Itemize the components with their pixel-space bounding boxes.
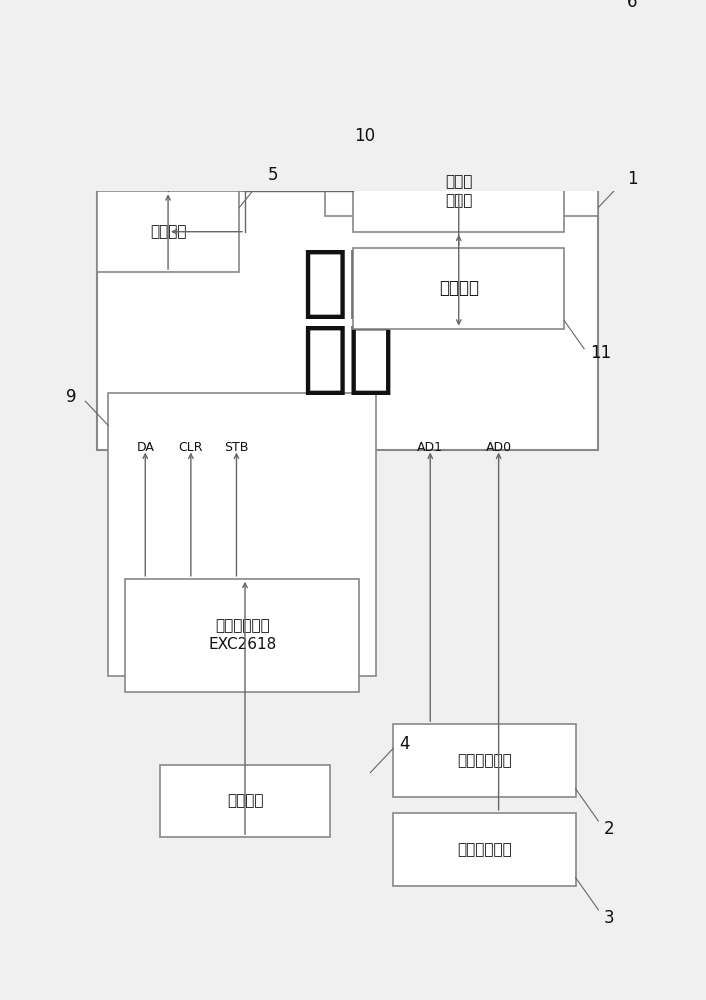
Bar — [393, 813, 575, 886]
Text: AD0: AD0 — [486, 441, 512, 454]
Bar — [126, 579, 359, 692]
Text: 2: 2 — [604, 820, 615, 838]
Text: AD1: AD1 — [417, 441, 443, 454]
Text: CLR: CLR — [179, 441, 203, 454]
Bar — [160, 765, 330, 837]
Bar — [108, 393, 376, 676]
Text: DA: DA — [136, 441, 154, 454]
Text: STB: STB — [225, 441, 249, 454]
Text: 9: 9 — [66, 388, 77, 406]
Text: 显示模块: 显示模块 — [227, 793, 263, 808]
Text: 4: 4 — [399, 735, 409, 753]
Bar — [97, 191, 239, 272]
Text: 3: 3 — [604, 909, 615, 927]
Bar — [353, 248, 564, 329]
Text: 电流检测单元: 电流检测单元 — [457, 842, 512, 857]
Bar — [97, 191, 599, 450]
Text: 驱动电路: 驱动电路 — [438, 279, 479, 297]
Bar — [353, 151, 564, 232]
Text: 主控
单元: 主控 单元 — [301, 245, 394, 397]
Bar — [393, 724, 575, 797]
Text: 电源单元: 电源单元 — [150, 224, 186, 239]
Text: 空调输
出模块: 空调输 出模块 — [445, 175, 472, 208]
Text: 显示驱动芯片
EXC2618: 显示驱动芯片 EXC2618 — [208, 619, 276, 652]
Text: 温度检测单元: 温度检测单元 — [457, 753, 512, 768]
Text: 1: 1 — [627, 170, 638, 188]
Text: 11: 11 — [590, 344, 611, 362]
Text: 5: 5 — [268, 166, 278, 184]
Text: 6: 6 — [627, 0, 638, 11]
Bar — [325, 0, 599, 216]
Text: 10: 10 — [354, 127, 376, 145]
